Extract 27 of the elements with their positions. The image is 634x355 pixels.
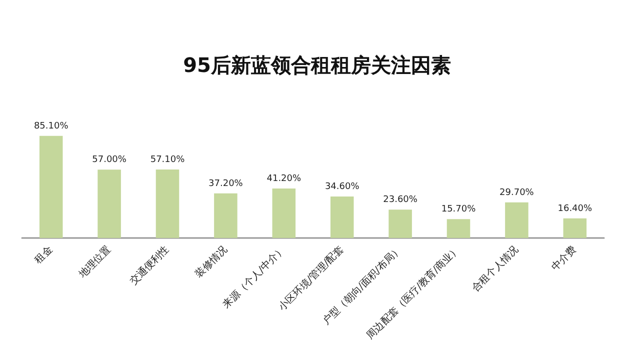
data-label: 16.40% (558, 204, 592, 214)
x-tick-label: 中介费 (549, 243, 579, 274)
x-tick-label: 地理位置 (76, 243, 114, 281)
bar (563, 218, 587, 238)
data-label: 57.00% (92, 155, 127, 166)
bar (39, 136, 63, 238)
x-tick-label: 交通便利性 (128, 243, 172, 288)
data-label: 29.70% (500, 188, 534, 198)
data-label: 41.20% (266, 174, 302, 184)
data-label: 15.70% (441, 204, 476, 215)
x-tick-label: 租金 (32, 243, 55, 266)
bar (156, 169, 180, 238)
bar (214, 193, 238, 238)
chart-title: 95后新蓝领合租租房关注因素 (183, 53, 451, 77)
data-label: 37.20% (208, 178, 244, 189)
x-tick-label: 合租个人情况 (470, 243, 521, 294)
data-label: 34.60% (324, 182, 360, 192)
data-label: 85.10% (34, 121, 69, 132)
bar (272, 188, 296, 238)
data-label: 23.60% (383, 195, 418, 206)
bar (505, 202, 528, 238)
data-label: 57.10% (150, 154, 186, 165)
bar (388, 210, 412, 238)
bar (98, 170, 121, 238)
bar (446, 219, 470, 238)
bar (330, 196, 354, 238)
x-tick-label: 装修情况 (192, 243, 230, 280)
